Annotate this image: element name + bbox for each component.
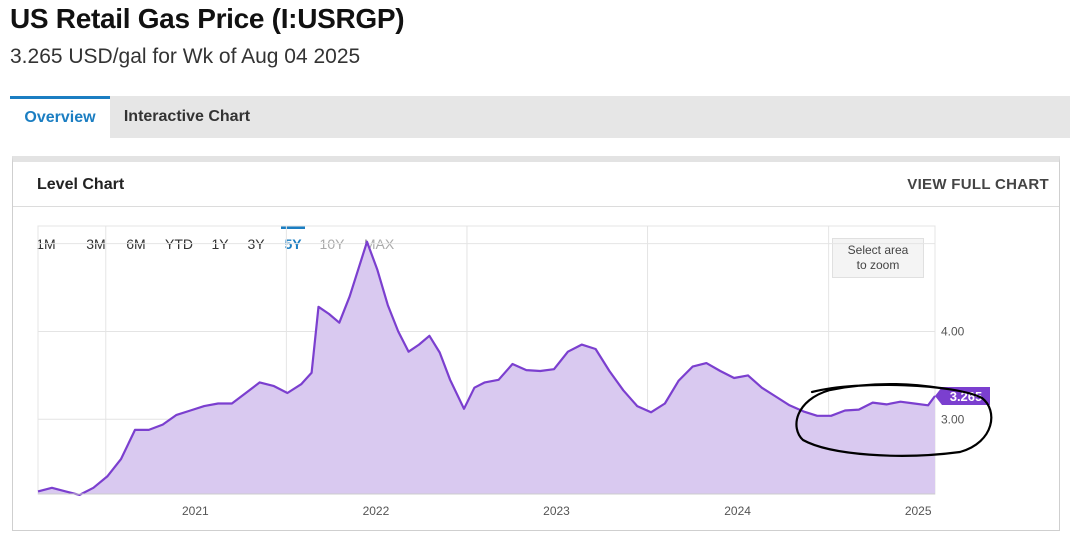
x-tick-label: 2021 — [182, 504, 209, 518]
tab-bar: Overview Interactive Chart — [10, 96, 1070, 138]
view-full-chart-link[interactable]: VIEW FULL CHART — [907, 176, 1049, 193]
x-tick-label: 2023 — [543, 504, 570, 518]
zoom-hint-line1: Select area — [847, 243, 909, 257]
series-line — [37, 240, 936, 496]
last-value-badge — [935, 387, 990, 406]
zoom-hint: Select area to zoom — [832, 238, 924, 278]
tab-overview[interactable]: Overview — [10, 96, 110, 138]
card-title: Level Chart — [37, 176, 125, 193]
series-area — [38, 241, 935, 495]
x-tick-label: 2025 — [905, 504, 932, 518]
y-tick-label: 3.00 — [941, 412, 965, 426]
annotation-ellipse — [795, 382, 993, 457]
last-value-label: 3.265 — [950, 389, 983, 404]
tab-interactive-chart[interactable]: Interactive Chart — [123, 108, 251, 125]
card-header: Level Chart VIEW FULL CHART — [13, 162, 1059, 207]
zoom-hint-line2: to zoom — [856, 258, 900, 272]
price-subtitle: 3.265 USD/gal for Wk of Aug 04 2025 — [10, 45, 361, 68]
y-tick-label: 4.00 — [941, 324, 965, 338]
x-tick-label: 2024 — [724, 504, 751, 518]
x-tick-label: 2022 — [363, 504, 390, 518]
page-title: US Retail Gas Price (I:USRGP) — [10, 3, 405, 34]
